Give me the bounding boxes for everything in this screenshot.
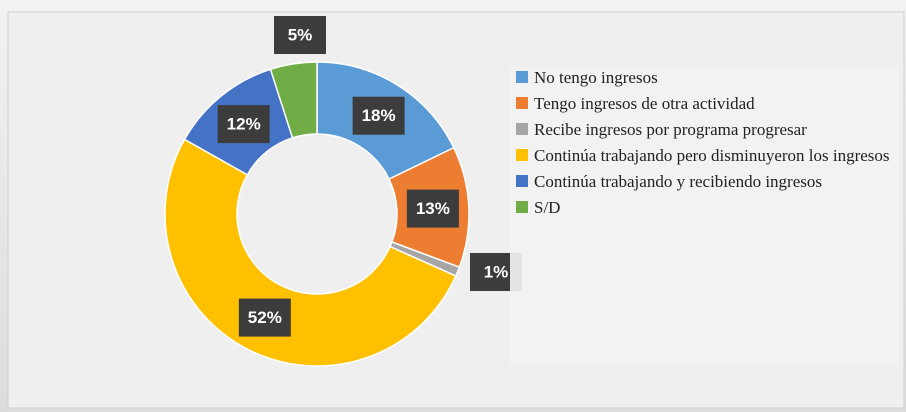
legend-item: No tengo ingresos	[510, 66, 898, 89]
donut-segment	[269, 61, 318, 139]
data-label-box	[217, 105, 270, 144]
legend-item: S/D	[510, 196, 898, 219]
data-label-box	[406, 189, 459, 228]
legend-text: Continúa trabajando y recibiendo ingreso…	[534, 172, 822, 191]
legend-item: Continúa trabajando y recibiendo ingreso…	[510, 170, 898, 193]
legend-text: Recibe ingresos por programa progresar	[534, 120, 807, 139]
data-label-box	[238, 298, 291, 337]
data-label: 13%	[416, 199, 450, 218]
data-label: 18%	[362, 106, 396, 125]
data-label: 1%	[484, 262, 509, 281]
legend-swatch	[516, 175, 528, 187]
data-label-box	[352, 96, 405, 135]
legend-item: Tengo ingresos de otra actividad	[510, 92, 898, 115]
legend-text: Tengo ingresos de otra actividad	[534, 94, 755, 113]
legend: No tengo ingresos Tengo ingresos de otra …	[510, 66, 898, 366]
donut-segment	[164, 138, 457, 367]
legend-swatch	[516, 123, 528, 135]
data-label: 5%	[288, 25, 313, 44]
legend-text: No tengo ingresos	[534, 68, 658, 87]
legend-item: Recibe ingresos por programa progresar	[510, 118, 898, 141]
legend-text: Continúa trabajando pero disminuyeron lo…	[534, 146, 890, 165]
legend-swatch	[516, 71, 528, 83]
data-label: 12%	[227, 115, 261, 134]
legend-text: S/D	[534, 198, 561, 217]
legend-swatch	[516, 201, 528, 213]
legend-swatch	[516, 149, 528, 161]
data-label: 52%	[248, 308, 282, 327]
legend-swatch	[516, 97, 528, 109]
legend-item: Continúa trabajando pero disminuyeron lo…	[510, 144, 898, 167]
data-label-box	[274, 16, 326, 54]
